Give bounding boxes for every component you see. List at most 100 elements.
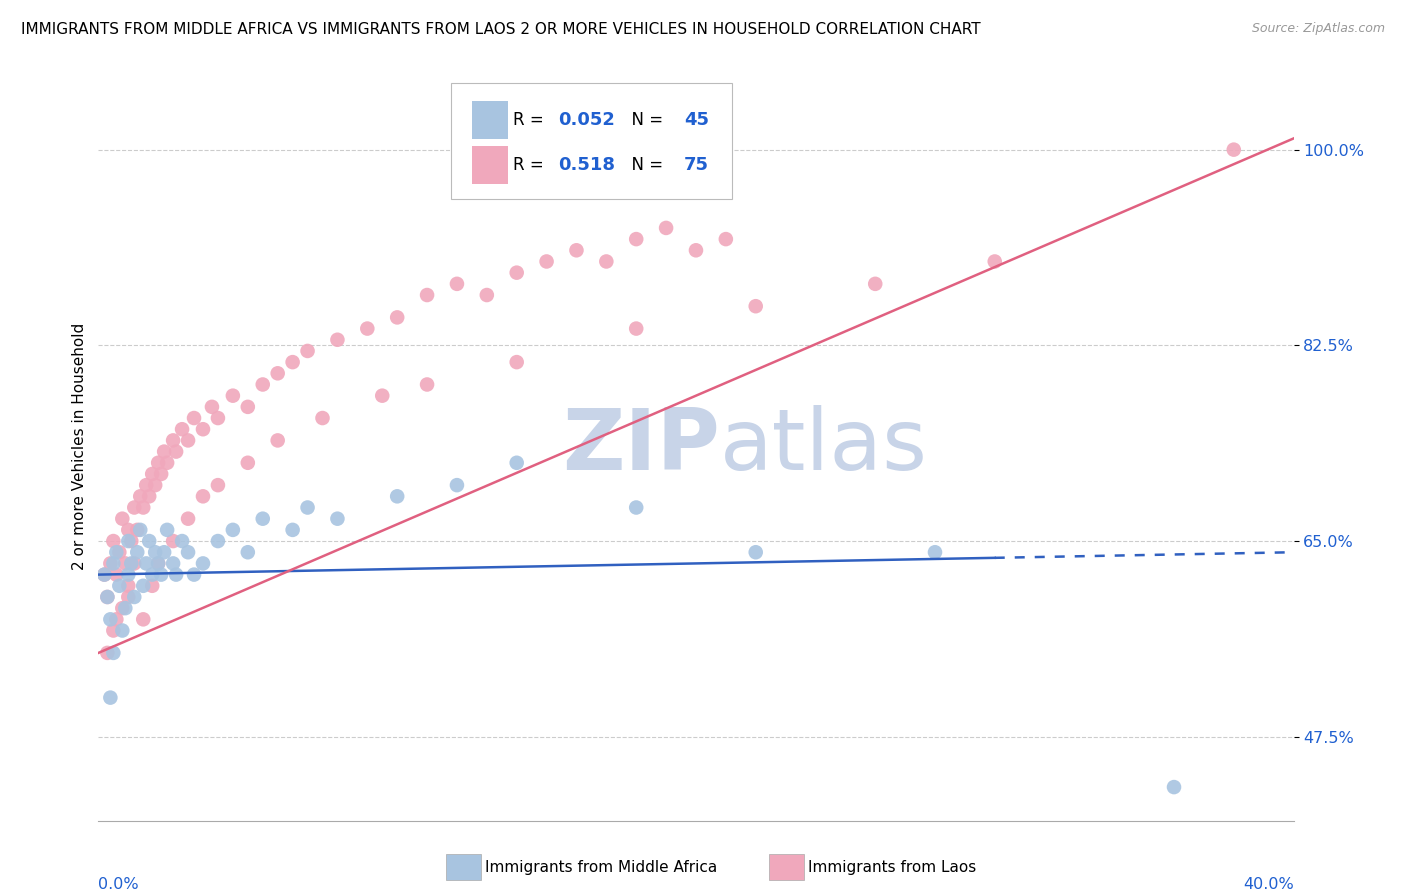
- Text: N =: N =: [620, 156, 668, 174]
- Point: [117, 579, 139, 593]
- Point: [177, 511, 200, 525]
- Point: [281, 523, 304, 537]
- Point: [356, 321, 378, 335]
- Point: [96, 646, 118, 660]
- Point: [416, 288, 439, 302]
- Point: [416, 377, 439, 392]
- Point: [105, 567, 128, 582]
- Point: [143, 545, 166, 559]
- Point: [446, 277, 468, 291]
- Point: [132, 579, 155, 593]
- Point: [222, 389, 245, 403]
- Point: [103, 646, 125, 660]
- Point: [191, 489, 214, 503]
- Point: [385, 489, 409, 503]
- Point: [655, 221, 678, 235]
- Point: [745, 545, 768, 559]
- Point: [222, 523, 245, 537]
- Point: [165, 444, 187, 458]
- Point: [124, 590, 146, 604]
- Point: [191, 422, 214, 436]
- Text: Immigrants from Laos: Immigrants from Laos: [808, 860, 977, 874]
- Point: [311, 411, 333, 425]
- Point: [177, 545, 200, 559]
- Point: [98, 557, 122, 571]
- Point: [98, 690, 122, 705]
- Text: 0.052: 0.052: [558, 112, 616, 129]
- Text: 0.518: 0.518: [558, 156, 616, 174]
- Point: [506, 266, 529, 280]
- Point: [297, 343, 319, 358]
- Text: 75: 75: [685, 156, 709, 174]
- Point: [111, 511, 134, 525]
- Text: N =: N =: [620, 112, 668, 129]
- Point: [267, 367, 290, 381]
- Text: 45: 45: [685, 112, 709, 129]
- Text: IMMIGRANTS FROM MIDDLE AFRICA VS IMMIGRANTS FROM LAOS 2 OR MORE VEHICLES IN HOUS: IMMIGRANTS FROM MIDDLE AFRICA VS IMMIGRA…: [21, 22, 981, 37]
- Point: [865, 277, 887, 291]
- Point: [111, 624, 134, 638]
- Point: [132, 612, 155, 626]
- Point: [252, 511, 274, 525]
- Point: [103, 557, 125, 571]
- Point: [984, 254, 1007, 268]
- Text: 0.0%: 0.0%: [98, 877, 139, 892]
- Text: Source: ZipAtlas.com: Source: ZipAtlas.com: [1251, 22, 1385, 36]
- Point: [446, 478, 468, 492]
- Point: [148, 557, 170, 571]
- Point: [124, 500, 146, 515]
- Point: [138, 534, 160, 549]
- Point: [103, 534, 125, 549]
- Point: [475, 288, 498, 302]
- Point: [98, 612, 122, 626]
- Point: [252, 377, 274, 392]
- Point: [138, 489, 160, 503]
- Point: [120, 534, 142, 549]
- Point: [1223, 143, 1246, 157]
- Point: [150, 467, 173, 481]
- Point: [117, 523, 139, 537]
- Point: [127, 523, 149, 537]
- Point: [153, 444, 176, 458]
- Point: [148, 557, 170, 571]
- Point: [281, 355, 304, 369]
- Point: [207, 478, 229, 492]
- Point: [117, 567, 139, 582]
- Point: [114, 557, 136, 571]
- Point: [105, 612, 128, 626]
- Y-axis label: 2 or more Vehicles in Household: 2 or more Vehicles in Household: [72, 322, 87, 570]
- Point: [141, 567, 163, 582]
- Point: [111, 601, 134, 615]
- Point: [506, 355, 529, 369]
- Point: [236, 456, 259, 470]
- Point: [595, 254, 617, 268]
- Point: [626, 500, 648, 515]
- Point: [207, 411, 229, 425]
- Point: [162, 434, 184, 448]
- Point: [745, 299, 768, 313]
- Point: [162, 534, 184, 549]
- Point: [714, 232, 737, 246]
- Point: [626, 232, 648, 246]
- Text: ZIP: ZIP: [562, 404, 720, 488]
- Point: [172, 534, 194, 549]
- Point: [326, 333, 349, 347]
- Point: [156, 523, 179, 537]
- Point: [103, 624, 125, 638]
- Point: [129, 489, 152, 503]
- Point: [924, 545, 946, 559]
- Point: [96, 590, 118, 604]
- Point: [236, 545, 259, 559]
- Point: [120, 557, 142, 571]
- Point: [153, 545, 176, 559]
- Point: [127, 545, 149, 559]
- Point: [506, 456, 529, 470]
- Point: [150, 567, 173, 582]
- Point: [156, 456, 179, 470]
- Point: [177, 434, 200, 448]
- Point: [165, 567, 187, 582]
- Point: [114, 601, 136, 615]
- Point: [93, 567, 115, 582]
- Point: [297, 500, 319, 515]
- Point: [93, 567, 115, 582]
